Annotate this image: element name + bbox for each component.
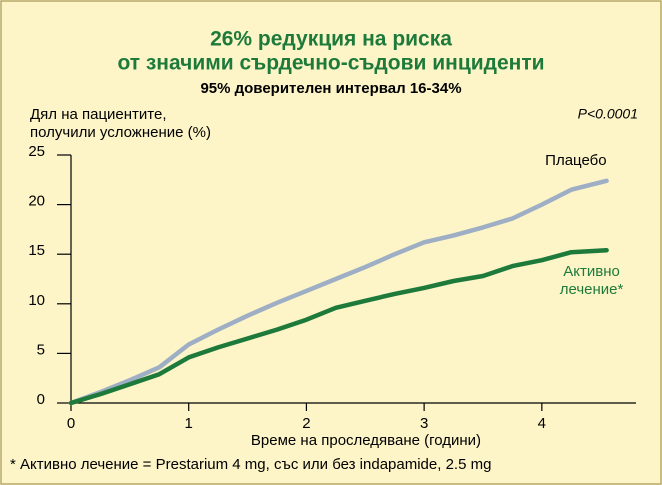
y-tick-label: 10 [28,292,45,309]
series-line [68,178,609,406]
chart-subtitle-2: 95% доверителен интервал 16-34% [200,80,461,97]
y-axis-label: Дял на пациентите, получили усложнение (%… [30,106,211,141]
y-tick-label: 5 [37,341,45,358]
x-tick-label: 2 [302,415,310,432]
chart-subtitle: от значими сърдечно-съдови инциденти [117,52,544,75]
x-tick-label: 1 [185,415,193,432]
series-line [68,247,609,406]
chart-title: 26% редукция на риска [210,28,452,51]
annotation: P<0.0001 [578,106,638,122]
y-tick-label: 15 [28,242,45,259]
series-label: Активно лечение* [560,263,624,298]
y-tick-label: 0 [37,391,45,408]
x-tick-label: 3 [420,415,428,432]
footnote: * Активно лечение = Prestarium 4 mg, със… [10,456,491,473]
x-tick-label: 4 [538,415,546,432]
series-label: Плацебо [545,152,606,169]
y-tick-label: 20 [28,193,45,210]
x-axis-label: Време на проследяване (години) [251,432,481,449]
y-tick-label: 25 [28,143,45,160]
x-tick-label: 0 [67,415,75,432]
